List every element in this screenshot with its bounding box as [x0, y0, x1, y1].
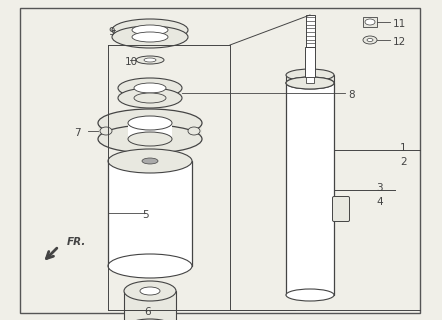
Ellipse shape — [367, 38, 373, 42]
Text: 10: 10 — [125, 57, 138, 67]
Ellipse shape — [134, 83, 166, 93]
Ellipse shape — [128, 116, 172, 130]
Ellipse shape — [124, 281, 176, 301]
Ellipse shape — [142, 158, 158, 164]
Ellipse shape — [132, 25, 168, 35]
Ellipse shape — [136, 56, 164, 64]
Bar — [306, 77, 314, 83]
Text: 2: 2 — [400, 157, 407, 167]
Ellipse shape — [98, 125, 202, 153]
FancyBboxPatch shape — [332, 196, 350, 221]
Text: 9: 9 — [108, 27, 114, 37]
Ellipse shape — [118, 78, 182, 98]
Ellipse shape — [98, 109, 202, 137]
Ellipse shape — [100, 127, 112, 135]
Ellipse shape — [124, 319, 176, 320]
Text: FR.: FR. — [67, 237, 86, 247]
Ellipse shape — [112, 26, 188, 48]
Bar — [108, 161, 192, 266]
Text: 12: 12 — [393, 37, 406, 47]
Text: 6: 6 — [144, 307, 151, 317]
Ellipse shape — [134, 93, 166, 103]
Ellipse shape — [112, 19, 188, 41]
Bar — [98, 123, 202, 139]
Ellipse shape — [286, 77, 334, 89]
Ellipse shape — [188, 127, 200, 135]
Bar — [363, 17, 377, 27]
Ellipse shape — [128, 132, 172, 146]
Text: 1: 1 — [400, 143, 407, 153]
Text: 3: 3 — [376, 183, 383, 193]
Text: 5: 5 — [142, 210, 149, 220]
Ellipse shape — [363, 36, 377, 44]
Text: 4: 4 — [376, 197, 383, 207]
Ellipse shape — [365, 19, 375, 25]
Bar — [305, 47, 315, 77]
Ellipse shape — [144, 58, 156, 62]
Bar — [118, 88, 182, 98]
Bar — [112, 30, 188, 37]
Ellipse shape — [286, 77, 334, 89]
Text: 8: 8 — [348, 90, 354, 100]
Ellipse shape — [108, 254, 192, 278]
Bar — [286, 75, 334, 83]
Ellipse shape — [140, 287, 160, 295]
Ellipse shape — [108, 149, 192, 173]
Bar — [124, 291, 176, 320]
Bar — [128, 123, 172, 139]
Ellipse shape — [118, 88, 182, 108]
Ellipse shape — [286, 289, 334, 301]
Text: 11: 11 — [393, 19, 406, 29]
Text: 7: 7 — [74, 128, 80, 138]
Ellipse shape — [132, 32, 168, 42]
Ellipse shape — [286, 69, 334, 81]
Bar — [286, 83, 334, 295]
Bar — [305, 15, 315, 50]
